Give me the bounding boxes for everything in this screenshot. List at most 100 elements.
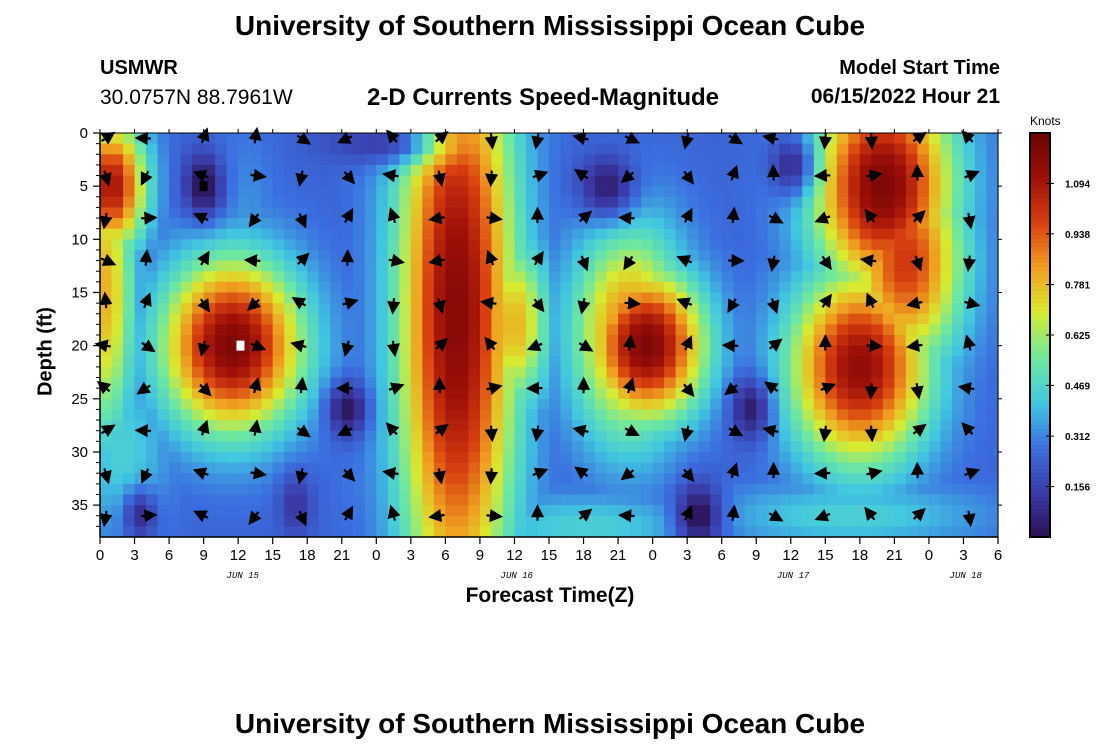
heatmap-cell	[595, 313, 608, 325]
heatmap-cell	[249, 366, 262, 379]
heatmap-cell	[192, 483, 205, 496]
heatmap-cell	[664, 292, 677, 304]
heatmap-cell	[710, 451, 723, 464]
current-arrow	[768, 211, 784, 224]
heatmap-cell	[882, 483, 895, 496]
colorbar-segment	[1030, 225, 1050, 231]
heatmap-cell	[744, 324, 757, 336]
heatmap-cell	[445, 154, 458, 166]
heatmap-cell	[813, 324, 826, 336]
heatmap-cell	[859, 175, 872, 187]
heatmap-cell	[215, 324, 228, 336]
heatmap-cell	[226, 335, 239, 347]
colorbar-segment	[1030, 407, 1050, 413]
heatmap-cell	[963, 398, 976, 411]
heatmap-cell	[641, 451, 654, 464]
heatmap-cell	[825, 154, 838, 166]
heatmap-cell	[675, 228, 688, 240]
heatmap-cell	[192, 281, 205, 294]
colorbar-segment	[1030, 258, 1050, 263]
heatmap-cell	[445, 526, 458, 538]
heatmap-cell	[882, 228, 895, 240]
heatmap-cell	[502, 430, 516, 442]
heatmap-cell	[974, 388, 988, 400]
heatmap-cell	[123, 196, 136, 209]
heatmap-cell	[295, 281, 308, 294]
heatmap-cell	[687, 494, 700, 506]
heatmap-cell	[641, 218, 654, 230]
heatmap-cell	[951, 324, 965, 336]
x-tick-label: 9	[752, 547, 760, 564]
heatmap-cell	[157, 281, 170, 294]
heatmap-cell	[675, 271, 688, 283]
heatmap-cell	[583, 526, 596, 538]
heatmap-cell	[318, 303, 331, 315]
heatmap-cell	[698, 505, 711, 517]
heatmap-cell	[307, 249, 320, 262]
heatmap-cell	[641, 377, 654, 389]
heatmap-cell	[169, 239, 182, 251]
heatmap-cell	[123, 451, 136, 464]
heatmap-cell	[549, 473, 562, 485]
heatmap-cell	[433, 398, 446, 411]
heatmap-cell	[238, 239, 251, 251]
heatmap-cell	[986, 356, 999, 368]
heatmap-cell	[871, 451, 884, 464]
heatmap-cell	[928, 207, 942, 219]
heatmap-cell	[203, 218, 216, 230]
heatmap-cell	[652, 430, 665, 442]
heatmap-cell	[215, 356, 228, 368]
heatmap-cell	[583, 175, 596, 187]
heatmap-cell	[928, 356, 942, 368]
heatmap-cell	[433, 441, 446, 453]
heatmap-cell	[353, 388, 366, 400]
heatmap-cell	[894, 377, 907, 389]
heatmap-cell	[940, 462, 953, 474]
heatmap-cell	[951, 505, 965, 517]
heatmap-cell	[721, 345, 734, 357]
heatmap-cell	[111, 218, 124, 230]
heatmap-cell	[986, 366, 999, 379]
heatmap-cell	[986, 133, 999, 145]
heatmap-cell	[917, 430, 930, 442]
heatmap-cell	[272, 143, 285, 155]
heatmap-cell	[364, 409, 377, 421]
current-arrow	[248, 376, 262, 394]
heatmap-cell	[180, 420, 193, 432]
heatmap-cell	[894, 420, 907, 432]
heatmap-cell	[468, 324, 481, 336]
heatmap-cell	[595, 143, 608, 155]
heatmap-cell	[917, 154, 930, 166]
heatmap-cell	[146, 473, 159, 485]
heatmap-cell	[111, 388, 124, 400]
heatmap-cell	[284, 388, 297, 400]
heatmap-cell	[123, 515, 136, 527]
heatmap-cell	[698, 228, 711, 240]
heatmap-cell	[307, 451, 320, 464]
heatmap-cell	[767, 398, 780, 411]
heatmap-cell	[859, 154, 872, 166]
heatmap-cell	[111, 281, 124, 294]
heatmap-cell	[664, 388, 677, 400]
heatmap-cell	[307, 366, 320, 379]
heatmap-cell	[986, 483, 999, 496]
heatmap-cell	[410, 451, 423, 464]
heatmap-cell	[261, 228, 274, 240]
heatmap-cell	[387, 398, 400, 411]
heatmap-cell	[353, 345, 366, 357]
heatmap-cell	[813, 143, 826, 155]
colorbar-tick-label: 0.469	[1065, 381, 1090, 392]
heatmap-cell	[802, 526, 815, 538]
heatmap-cell	[756, 366, 769, 379]
heatmap-cell	[813, 441, 826, 453]
heatmap-cell	[756, 292, 769, 304]
heatmap-cell	[905, 154, 919, 166]
heatmap-cell	[203, 335, 216, 347]
heatmap-cell	[963, 409, 976, 421]
heatmap-cell	[433, 494, 446, 506]
heatmap-cell	[572, 324, 585, 336]
heatmap-cell	[882, 175, 895, 187]
y-tick-label: 0	[80, 125, 88, 142]
heatmap-cell	[261, 505, 274, 517]
heatmap-cell	[572, 430, 585, 442]
